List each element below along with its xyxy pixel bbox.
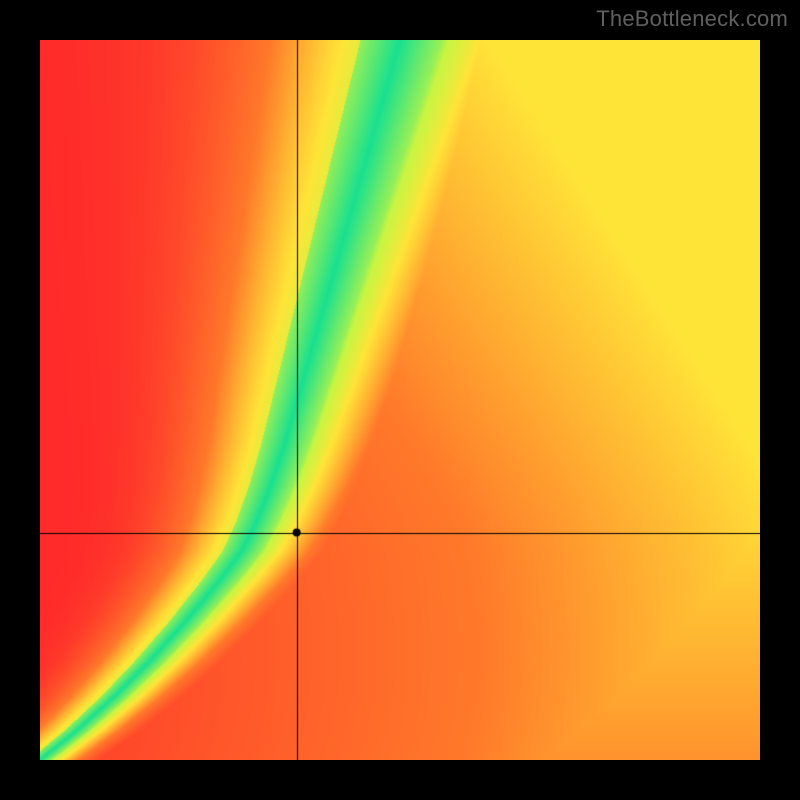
watermark-text: TheBottleneck.com — [596, 6, 788, 32]
heatmap-canvas — [40, 40, 760, 760]
figure-container: TheBottleneck.com — [0, 0, 800, 800]
plot-area — [40, 40, 760, 760]
